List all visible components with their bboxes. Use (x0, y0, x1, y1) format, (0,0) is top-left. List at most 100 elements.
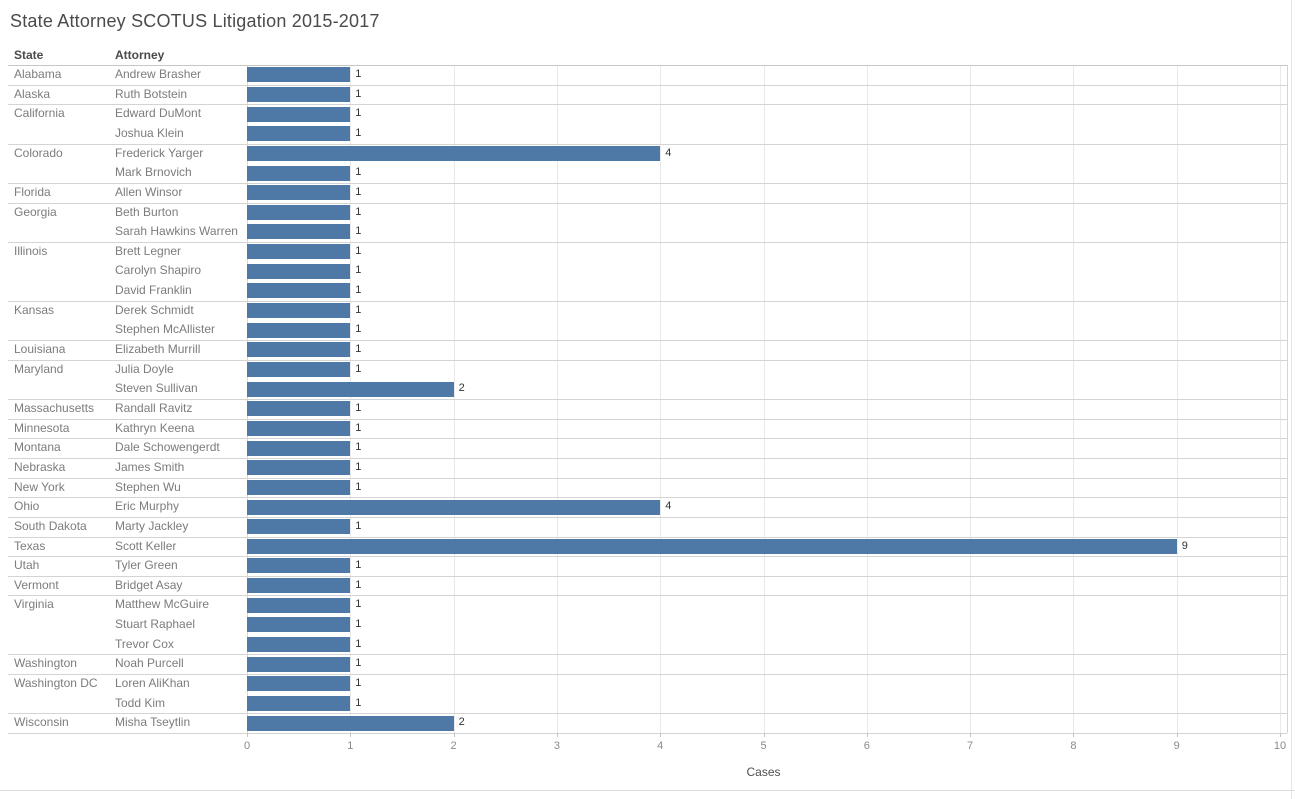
bar-mark[interactable] (247, 715, 454, 731)
bar-mark[interactable] (247, 578, 351, 594)
axis-tick-label-2: 2 (450, 740, 457, 752)
axis-tick-label-8: 8 (1070, 740, 1077, 752)
attorney-label: Carolyn Shapiro (115, 263, 202, 278)
state-label: Massachusetts (14, 400, 95, 415)
bar-mark[interactable] (247, 460, 351, 476)
attorney-label: Brett Legner (115, 243, 182, 258)
state-label: Vermont (14, 577, 59, 592)
group-separator (8, 104, 1287, 106)
bar-mark[interactable] (247, 145, 661, 161)
group-separator (8, 300, 1287, 302)
bar-mark[interactable] (247, 67, 351, 83)
attorney-label: Joshua Klein (115, 125, 184, 140)
attorney-label: Andrew Brasher (115, 67, 202, 81)
bar-mark[interactable] (247, 185, 351, 201)
bar-mark[interactable] (247, 86, 351, 102)
attorney-label: Kathryn Keena (115, 420, 195, 435)
bar-mark[interactable] (247, 519, 351, 535)
axis-tick-3 (556, 732, 558, 737)
attorney-label: Frederick Yarger (115, 145, 204, 160)
bar-mark[interactable] (247, 342, 351, 358)
bar-value-label: 1 (355, 519, 362, 532)
bar-mark[interactable] (247, 637, 351, 653)
bar-mark[interactable] (247, 106, 351, 122)
bar-mark[interactable] (247, 499, 661, 515)
bar-mark[interactable] (247, 204, 351, 220)
bar-mark[interactable] (247, 656, 351, 672)
state-label: South Dakota (14, 518, 87, 533)
axis-tick-8 (1073, 732, 1075, 737)
table-right-border (1287, 65, 1288, 733)
bar-value-label: 1 (355, 107, 362, 120)
attorney-label: Elizabeth Murrill (115, 342, 201, 357)
bar-mark[interactable] (247, 224, 351, 240)
bar-mark[interactable] (247, 303, 351, 319)
bar-value-label: 1 (355, 166, 362, 179)
column-header-attorney[interactable]: Attorney (115, 48, 165, 62)
bar-mark[interactable] (247, 617, 351, 633)
header-separator (8, 65, 1287, 66)
bar-mark[interactable] (247, 126, 351, 142)
bar-value-label: 1 (355, 460, 362, 473)
bar-mark[interactable] (247, 165, 351, 181)
bar-mark[interactable] (247, 558, 351, 574)
state-label: Texas (14, 538, 46, 553)
group-separator (8, 536, 1287, 538)
bar-value-label: 1 (355, 343, 362, 356)
group-separator (8, 143, 1287, 145)
attorney-label: Stephen McAllister (115, 322, 216, 337)
bar-value-label: 2 (458, 716, 465, 729)
sheet-bottom-border (0, 790, 1295, 791)
state-label: Ohio (14, 499, 40, 514)
bar-mark[interactable] (247, 381, 454, 397)
axis-tick-label-10: 10 (1273, 740, 1287, 752)
bar-mark[interactable] (247, 362, 351, 377)
bar-value-label: 1 (355, 480, 362, 493)
bar-mark[interactable] (247, 696, 351, 711)
state-label: Utah (14, 558, 40, 573)
axis-tick-label-4: 4 (657, 740, 664, 752)
group-separator (8, 732, 1287, 734)
group-separator (8, 398, 1287, 400)
state-label: Wisconsin (14, 715, 69, 730)
state-label: Minnesota (14, 420, 70, 435)
bar-mark[interactable] (247, 401, 351, 417)
attorney-label: Misha Tseytlin (115, 715, 191, 730)
axis-tick-label-5: 5 (760, 740, 767, 752)
bar-mark[interactable] (247, 420, 351, 436)
bar-mark[interactable] (247, 322, 351, 338)
bar-mark[interactable] (247, 440, 351, 456)
group-separator (8, 654, 1287, 656)
axis-tick-label-7: 7 (967, 740, 974, 752)
axis-tick-7 (970, 732, 972, 737)
attorney-label: Julia Doyle (115, 361, 174, 376)
column-header-state[interactable]: State (14, 48, 44, 62)
bar-mark[interactable] (247, 283, 351, 299)
bar-mark[interactable] (247, 538, 1177, 554)
attorney-label: Trevor Cox (115, 636, 174, 651)
attorney-label: Marty Jackley (115, 518, 189, 533)
group-separator (8, 497, 1287, 499)
state-label: Montana (14, 440, 61, 455)
state-label: Washington DC (14, 676, 98, 691)
group-separator (8, 575, 1287, 577)
axis-tick-5 (763, 732, 765, 737)
attorney-label: Eric Murphy (115, 499, 180, 514)
state-label: Illinois (14, 243, 48, 258)
attorney-label: Allen Winsor (115, 184, 183, 199)
group-separator (8, 202, 1287, 204)
bar-value-label: 1 (355, 205, 362, 218)
attorney-label: James Smith (115, 459, 185, 474)
bar-mark[interactable] (247, 244, 351, 260)
bar-mark[interactable] (247, 479, 351, 495)
bar-mark[interactable] (247, 597, 351, 613)
bar-value-label: 1 (355, 225, 362, 238)
attorney-label: Mark Brnovich (115, 165, 192, 180)
bar-mark[interactable] (247, 263, 351, 279)
bar-value-label: 1 (355, 87, 362, 100)
bar-value-label: 1 (355, 578, 362, 591)
bar-mark[interactable] (247, 676, 351, 692)
state-label: Georgia (14, 204, 57, 219)
state-label: Alaska (14, 86, 51, 101)
bar-value-label: 1 (355, 421, 362, 434)
